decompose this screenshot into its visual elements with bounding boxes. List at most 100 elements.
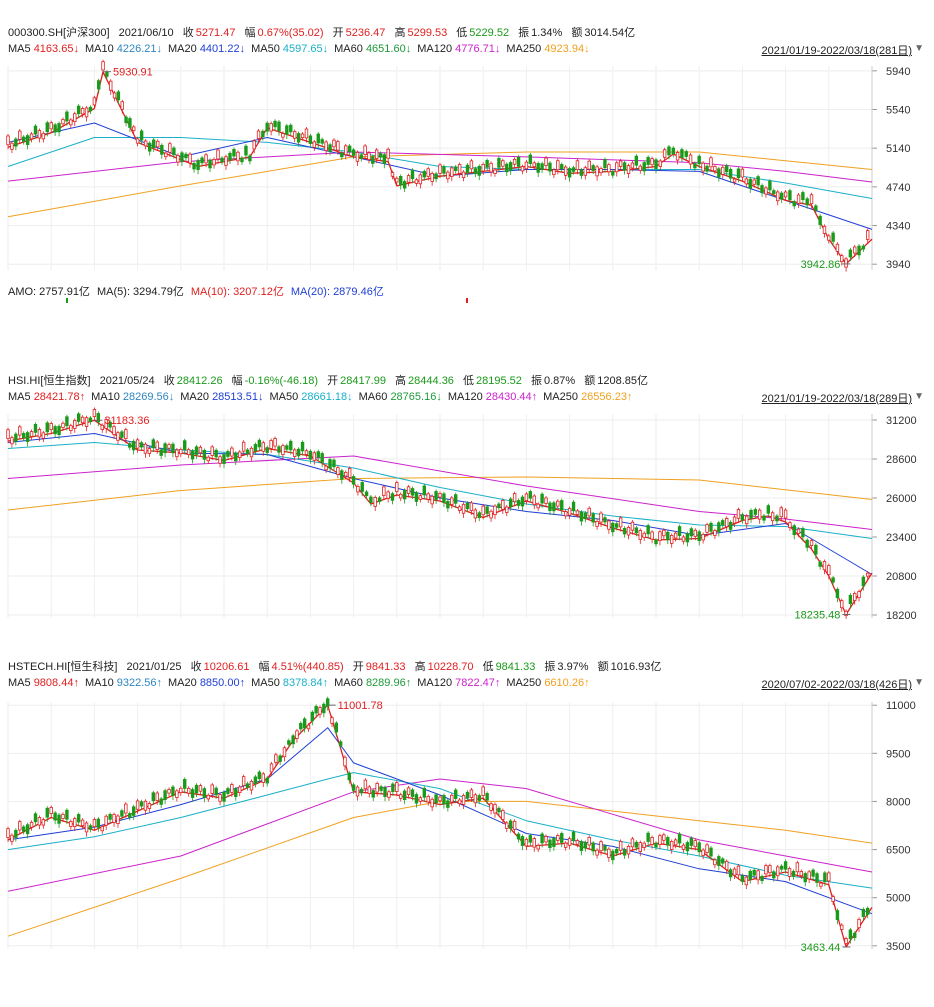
csi300-range-dropdown-icon[interactable]: ▼ (914, 43, 924, 54)
candle-body (253, 776, 258, 784)
candle-body (827, 565, 831, 575)
candle-body (265, 122, 269, 132)
hsi-amt-label: 额 (584, 375, 596, 387)
candle-body (355, 151, 360, 162)
candle-body (622, 162, 627, 171)
candle-body (454, 166, 458, 172)
candle-body (344, 471, 348, 477)
candle-body (212, 158, 216, 166)
hstech-open-label: 开 (352, 661, 364, 673)
candle-body (701, 534, 705, 541)
series-line-ma120 (7, 778, 873, 892)
high-annotation-label: 31183.36 (104, 415, 149, 427)
candle-body (61, 119, 65, 125)
candle-body (343, 756, 347, 767)
candle-body (96, 413, 101, 423)
candle-body (131, 806, 136, 816)
candle-body (501, 810, 505, 820)
candle-body (244, 145, 248, 156)
candle-body (6, 429, 10, 439)
candle-body (626, 165, 631, 174)
candle-body (196, 160, 200, 170)
candle-body (395, 782, 399, 792)
csi300-range-link[interactable]: 2021/01/19-2022/03/18(281日) (761, 45, 912, 57)
candle-body (171, 786, 175, 796)
ma-name-label: MA60 (358, 391, 391, 403)
ma-name-label: MA120 (447, 391, 486, 403)
candle-body (803, 873, 807, 883)
high-annotation-label: 11001.78 (338, 700, 383, 712)
candle-body (792, 525, 796, 536)
candle-body (752, 869, 756, 876)
candle-body (402, 489, 407, 500)
candle-body (857, 918, 861, 929)
candle-body (685, 842, 690, 852)
candle-body (501, 160, 505, 167)
candle-body (724, 165, 729, 173)
candle-body (848, 929, 853, 940)
candle-body (101, 61, 105, 71)
candle-body (512, 820, 517, 830)
csi300-amo-value: AMO: 2757.91亿 (8, 286, 90, 298)
hstech-range-dropdown-icon[interactable]: ▼ (914, 677, 924, 688)
candle-body (112, 92, 117, 99)
candle-body (104, 815, 108, 826)
candle-body (6, 135, 10, 146)
csi300-amp: 1.34% (531, 27, 563, 39)
candle-body (53, 426, 57, 435)
hsi-range-dropdown-icon[interactable]: ▼ (914, 391, 924, 402)
candle-body (772, 190, 776, 194)
hsi-high: 28444.36 (408, 375, 454, 387)
candle-body (505, 506, 509, 513)
candle-body (330, 717, 334, 724)
candle-body (414, 492, 419, 502)
candle-body (364, 491, 369, 497)
csi300-amo-ma5: MA(5): 3294.79亿 (97, 286, 184, 298)
candle-body (571, 831, 576, 842)
ma-value-label: 4923.94↓ (544, 43, 590, 55)
candle-body (642, 842, 646, 848)
series-line-ma250 (7, 476, 873, 511)
candle-body (865, 230, 870, 240)
candle-body (33, 813, 38, 823)
candle-body (41, 132, 46, 140)
candle-body (29, 821, 34, 828)
candle-body (579, 511, 584, 522)
candle-body (450, 167, 454, 177)
candle-body (681, 844, 686, 850)
candle-body (524, 161, 529, 170)
candle-body (25, 432, 30, 442)
candle-body (835, 910, 840, 920)
candle-body (563, 166, 568, 176)
candle-body (658, 835, 662, 845)
ma-value-label: 4163.65↓ (33, 43, 79, 55)
candle-body (744, 876, 749, 886)
csi300-change: 0.67%(35.02) (257, 27, 324, 39)
candle-body (194, 446, 199, 455)
hsi-range-link[interactable]: 2021/01/19-2022/03/18(289日) (761, 393, 912, 405)
candle-body (226, 451, 230, 457)
candle-body (204, 154, 208, 164)
candle-body (245, 449, 250, 455)
candle-body (202, 449, 207, 460)
hstech-range-link[interactable]: 2020/07/02-2022/03/18(426日) (761, 679, 912, 691)
candle-body (363, 145, 367, 155)
candle-body (302, 718, 307, 729)
candle-body (740, 168, 745, 178)
ma-name-label: MA120 (417, 43, 456, 55)
candle-body (265, 447, 269, 453)
candle-body (236, 151, 240, 162)
candle-body (835, 588, 840, 599)
candle-body (73, 818, 77, 827)
candle-body (508, 498, 513, 508)
candle-body (351, 784, 356, 791)
candle-body (430, 173, 434, 182)
candle-body (228, 152, 232, 161)
candle-body (697, 842, 701, 853)
candle-body (615, 848, 619, 854)
candle-body (630, 838, 635, 848)
candle-body (65, 111, 69, 122)
candle-body (853, 932, 857, 939)
candle-body (257, 439, 262, 448)
candle-body (595, 166, 599, 177)
